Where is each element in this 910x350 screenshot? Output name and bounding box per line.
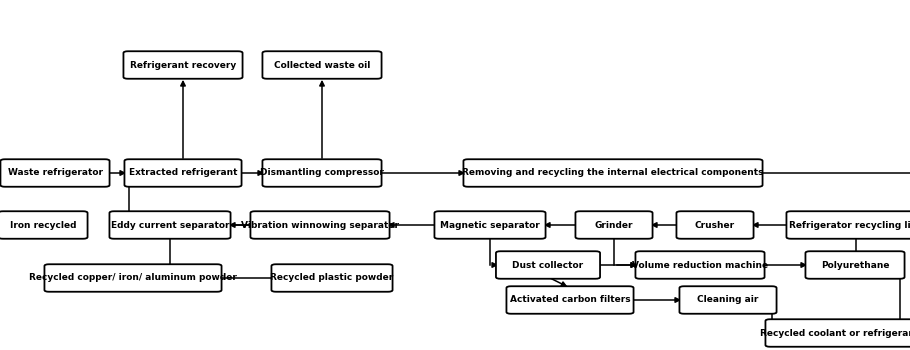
- Text: Refrigerant recovery: Refrigerant recovery: [130, 61, 236, 70]
- Text: Cleaning air: Cleaning air: [697, 295, 759, 304]
- FancyBboxPatch shape: [680, 286, 776, 314]
- FancyBboxPatch shape: [109, 211, 230, 239]
- FancyBboxPatch shape: [676, 211, 753, 239]
- FancyBboxPatch shape: [45, 264, 221, 292]
- Text: Polyurethane: Polyurethane: [821, 260, 889, 270]
- Text: Recycled copper/ iron/ aluminum powder: Recycled copper/ iron/ aluminum powder: [29, 273, 237, 282]
- Text: Recycled plastic powder: Recycled plastic powder: [270, 273, 394, 282]
- FancyBboxPatch shape: [262, 51, 381, 79]
- FancyBboxPatch shape: [124, 51, 243, 79]
- Text: Waste refrigerator: Waste refrigerator: [7, 168, 103, 177]
- FancyBboxPatch shape: [765, 319, 910, 347]
- FancyBboxPatch shape: [125, 159, 241, 187]
- Text: Grinder: Grinder: [595, 220, 633, 230]
- Text: Refrigerator recycling lion: Refrigerator recycling lion: [789, 220, 910, 230]
- Text: Dust collector: Dust collector: [512, 260, 583, 270]
- Text: Vibration winnowing separator: Vibration winnowing separator: [241, 220, 399, 230]
- Text: Magnetic separator: Magnetic separator: [440, 220, 540, 230]
- Text: Extracted refrigerant: Extracted refrigerant: [128, 168, 238, 177]
- Text: Activated carbon filters: Activated carbon filters: [510, 295, 631, 304]
- Text: Iron recycled: Iron recycled: [10, 220, 76, 230]
- FancyBboxPatch shape: [434, 211, 546, 239]
- FancyBboxPatch shape: [635, 251, 764, 279]
- FancyBboxPatch shape: [786, 211, 910, 239]
- FancyBboxPatch shape: [271, 264, 392, 292]
- FancyBboxPatch shape: [0, 159, 109, 187]
- Text: Dismantling compressor: Dismantling compressor: [260, 168, 384, 177]
- FancyBboxPatch shape: [463, 159, 763, 187]
- FancyBboxPatch shape: [507, 286, 633, 314]
- FancyBboxPatch shape: [575, 211, 652, 239]
- FancyBboxPatch shape: [250, 211, 389, 239]
- FancyBboxPatch shape: [805, 251, 905, 279]
- FancyBboxPatch shape: [262, 159, 381, 187]
- Text: Removing and recycling the internal electrical components: Removing and recycling the internal elec…: [462, 168, 763, 177]
- Text: Volume reduction machine: Volume reduction machine: [632, 260, 768, 270]
- Text: Eddy current separator: Eddy current separator: [111, 220, 229, 230]
- FancyBboxPatch shape: [0, 211, 87, 239]
- FancyBboxPatch shape: [496, 251, 600, 279]
- Text: Recycled coolant or refrigerant: Recycled coolant or refrigerant: [761, 329, 910, 337]
- Text: Crusher: Crusher: [695, 220, 735, 230]
- Text: Collected waste oil: Collected waste oil: [274, 61, 370, 70]
